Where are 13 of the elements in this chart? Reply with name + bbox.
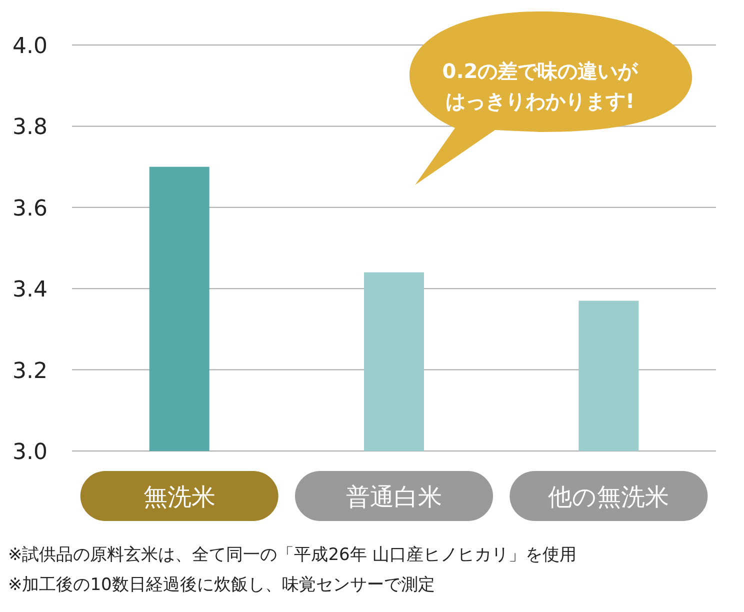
y-tick-label: 3.0 <box>12 440 48 465</box>
x-tick-label: 無洗米 <box>143 483 216 511</box>
y-tick-label: 3.6 <box>12 196 48 222</box>
x-tick-label: 他の無洗米 <box>548 483 670 511</box>
annotation: はっきりわかります! <box>445 89 635 113</box>
x-tick-label: 普通白米 <box>346 483 442 511</box>
text: ※試供品の原料玄米は、全て同一の「平成26年 山口産ヒノヒカリ」を使用 <box>8 545 576 565</box>
text: ※加工後の10数日経過後に炊飯し、味覚センサーで測定 <box>8 575 435 595</box>
y-tick-label: 3.2 <box>12 358 48 384</box>
y-tick-label: 4.0 <box>12 34 48 59</box>
y-tick-label: 3.4 <box>12 278 48 303</box>
annotation: 0.2の差で味の違いが <box>442 59 639 83</box>
y-tick-label: 3.8 <box>12 115 48 140</box>
